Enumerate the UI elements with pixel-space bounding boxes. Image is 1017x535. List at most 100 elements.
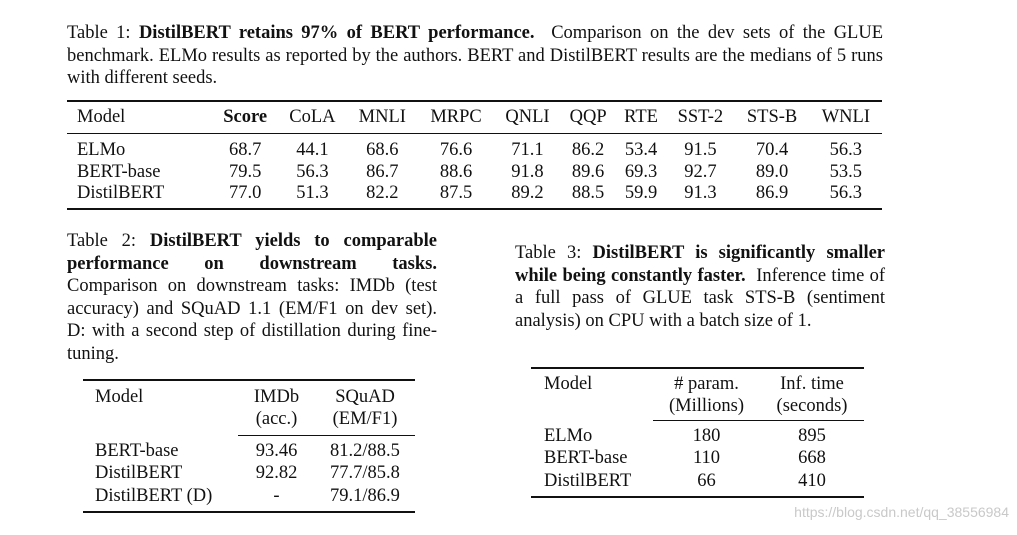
table2-caption-text: Comparison on downstream tasks: IMDb (te… [67,276,437,364]
table3-header-model: Model [531,368,653,421]
table2-cell: - [273,485,280,506]
table1-cell: 86.9 [755,183,789,204]
table3-cell: BERT-base [544,448,628,469]
table1-cell: DistilBERT [77,183,165,204]
table2-header-imdb: IMDb (acc.) [238,380,315,436]
table3-header-row: Model # param. (Millions) Inf. time (secon… [531,368,864,421]
table2-cell: 81.2/88.5 [330,440,400,461]
table2-header-squad: SQuAD (EM/F1) [315,380,415,436]
table1-header-stsb: STS-B [734,101,810,134]
table1-cell: 87.5 [439,183,473,204]
table3-caption-text: Inference time of a full pass of GLUE ta… [515,265,886,331]
table3-cell: 110 [692,448,721,469]
table1-cell: 77.0 [228,183,262,204]
table1-header-sst2: SST-2 [666,101,735,134]
table2-cell: DistilBERT [95,463,183,484]
table2-caption: Table 2: DistilBERT yields to comparable… [67,230,437,365]
table1-caption: Table 1: DistilBERT retains 97% of BERT … [67,22,883,90]
table1-cell: 56.3 [829,183,863,204]
table1-cell: 92.7 [684,161,717,182]
table2-header-imdb-line2: (acc.) [255,409,298,429]
table2-header-imdb-line1: IMDb [253,387,300,407]
table-row: BERT-base 93.46 81.2/88.5 [83,436,415,463]
table1-cell: 91.8 [511,161,544,182]
table2-caption-title: DistilBERT yields to comparable performa… [67,231,438,274]
table-row: DistilBERT 77.0 51.3 82.2 87.5 89.2 88.5… [67,183,882,209]
table1-cell: 76.6 [439,140,473,161]
table1-header-model: Model [67,101,213,134]
table2-downstream-results: Model IMDb (acc.) SQuAD (EM/F1) BERT-base … [83,379,415,513]
table1-cell: 88.6 [439,161,473,182]
table3-cell: 895 [798,425,826,446]
table1-cell: 88.5 [571,183,605,204]
table1-cell: ELMo [77,140,126,161]
table1-caption-title: DistilBERT retains 97% of BERT performan… [138,23,535,43]
table1-caption-label: Table 1: [67,23,131,43]
table3-cell: DistilBERT [544,470,632,491]
table1-cell: 59.9 [624,183,658,204]
table1-header-rte: RTE [615,101,667,134]
table2-cell: 77.7/85.8 [330,463,400,484]
table1-header-qnli: QNLI [494,101,561,134]
table3-cell: 410 [798,470,826,491]
table1-cell: BERT-base [77,161,161,182]
table3-caption-label: Table 3: [515,243,582,263]
table3-caption-title: DistilBERT is significantly smaller whil… [515,243,886,286]
table1-cell: 71.1 [511,140,544,161]
table1-cell: 69.3 [624,161,658,182]
table1-header-mrpc: MRPC [417,101,495,134]
table1-caption-text: Comparison on the dev sets of the GLUE b… [67,23,884,88]
table1-header-row: Model Score CoLA MNLI MRPC QNLI QQP RTE … [67,101,882,134]
table2-header-model: Model [83,380,238,436]
table2-header-model-label: Model [95,387,144,407]
table2-header-squad-line2: (EM/F1) [332,409,398,429]
table2-header-squad-line1: SQuAD [335,387,395,407]
table3-size-speed: Model # param. (Millions) Inf. time (secon… [531,367,864,498]
table-row: BERT-base 110 668 [531,448,864,471]
table1-cell: 79.5 [228,161,262,182]
watermark-text: https://blog.csdn.net/qq_38556984 [794,504,1009,520]
table1-cell: 91.5 [684,140,717,161]
table1-cell: 51.3 [296,183,329,204]
table-row: DistilBERT 92.82 77.7/85.8 [83,463,415,486]
table2-cell: DistilBERT (D) [95,485,213,506]
table1-cell: 53.4 [624,140,658,161]
table3-cell: ELMo [544,425,593,446]
table3-header-time: Inf. time (seconds) [760,368,864,421]
table-row: ELMo 68.7 44.1 68.6 76.6 71.1 86.2 53.4 … [67,134,882,162]
table1-cell: 68.7 [228,140,262,161]
table3-cell: 66 [697,470,716,491]
table-row: BERT-base 79.5 56.3 86.7 88.6 91.8 89.6 … [67,162,882,184]
table1-header-wnli: WNLI [809,101,882,134]
table3-header-params-line2: (Millions) [668,396,745,416]
table2-cell: 93.46 [255,440,298,461]
table3-header-model-label: Model [544,374,593,394]
table-row: ELMo 180 895 [531,421,864,448]
table1-cell: 89.0 [755,161,789,182]
table3-header-params-line1: # param. [674,374,739,394]
table3-cell: 668 [798,448,826,469]
table1-cell: 89.2 [511,183,544,204]
table2-header-row: Model IMDb (acc.) SQuAD (EM/F1) [83,380,415,436]
table2-cell: BERT-base [95,440,179,461]
table1-cell: 56.3 [296,161,329,182]
table1-cell: 89.6 [571,161,605,182]
table1-header-qqp: QQP [560,101,616,134]
table3-cell: 180 [692,425,721,446]
table1-cell: 86.2 [571,140,605,161]
table2-cell: 79.1/86.9 [330,485,400,506]
table1-cell: 53.5 [829,161,863,182]
table1-cell: 86.7 [366,161,399,182]
table1-cell: 56.3 [829,140,863,161]
table2-cell: 92.82 [255,463,298,484]
table1-cell: 82.2 [366,183,399,204]
table-row: DistilBERT (D) - 79.1/86.9 [83,485,415,512]
table1-cell: 91.3 [684,183,717,204]
table1-cell: 70.4 [755,140,789,161]
table3-header-time-line2: (seconds) [776,396,848,416]
table1-glue-results: Model Score CoLA MNLI MRPC QNLI QQP RTE … [67,100,882,210]
table3-header-params: # param. (Millions) [653,368,760,421]
table1-header-mnli: MNLI [346,101,418,134]
table1-cell: 68.6 [366,140,399,161]
table3-caption: Table 3: DistilBERT is significantly sma… [515,242,885,332]
